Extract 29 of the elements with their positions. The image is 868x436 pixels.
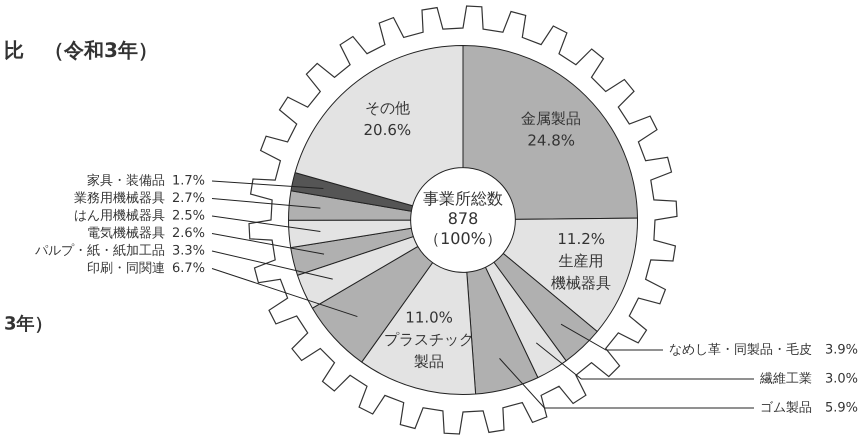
slice-label: プラスチック製品 [384,330,474,371]
slice-label: 生産用機械器具 [551,252,612,292]
slice-label: 印刷・同関連 [87,260,165,276]
data-label: 3.0% [824,371,858,386]
slice-label: その他 [364,98,410,117]
data-label: 24.8% [527,132,576,150]
chart-title: 比 （令和3年） [4,38,158,62]
data-label: 5.9% [824,400,858,416]
slice-label: 業務用機械器具 [74,190,165,206]
data-label: 2.5% [172,208,205,224]
slice-label: 繊維工業 [759,371,812,386]
data-label: 6.7% [172,260,205,276]
slice-label: なめし革・同製品・毛皮 [669,342,812,358]
slice-label: 金属製品 [521,110,582,128]
data-label: 1.7% [172,173,205,188]
data-label: 11.2% [557,230,606,248]
slice-label: パルプ・紙・紙加工品 [34,243,165,258]
data-label: 3.9% [824,342,858,358]
data-label: 2.6% [172,226,205,241]
data-label: 3.3% [172,243,205,258]
slice-label: ゴム製品 [760,400,812,416]
data-label: 2.7% [172,190,205,206]
text: 事業所総数 878 （100%） [423,189,503,248]
data-label: 11.0% [405,308,453,327]
slice-label: 電気機械器具 [87,226,165,241]
slice-label: はん用機械器具 [74,208,165,224]
slice-label: 家具・装備品 [87,172,165,188]
data-label: 20.6% [363,120,412,139]
text: 3年） [4,314,53,335]
